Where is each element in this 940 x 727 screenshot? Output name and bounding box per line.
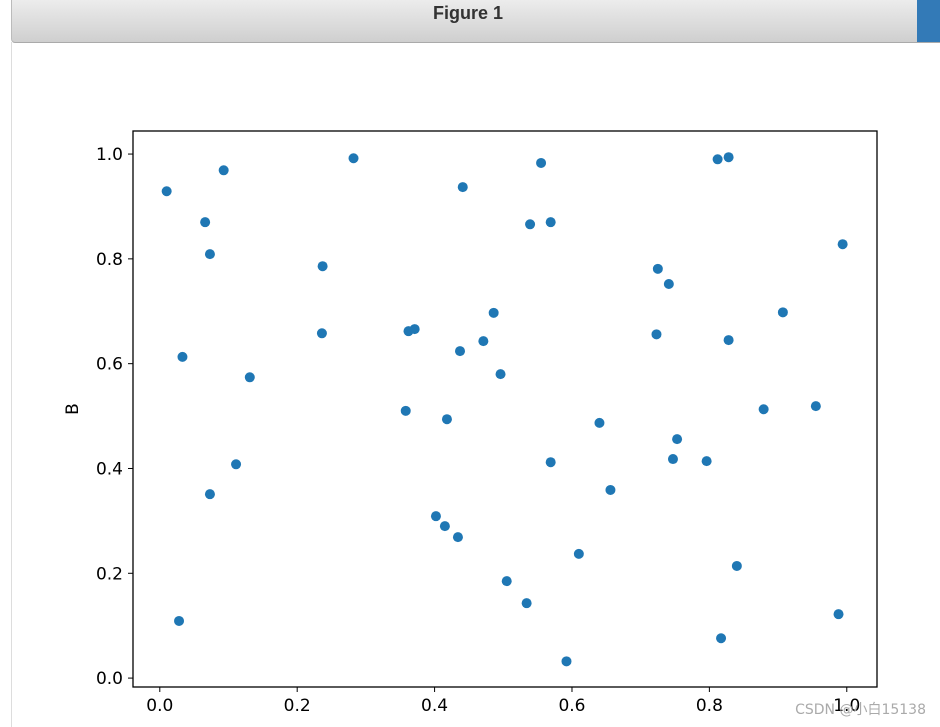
point bbox=[594, 417, 605, 428]
point bbox=[723, 335, 734, 346]
point bbox=[723, 152, 734, 163]
point bbox=[536, 157, 547, 168]
y-tick-label: 0.0 bbox=[96, 669, 123, 689]
point bbox=[545, 457, 556, 468]
y-tick-label: 0.8 bbox=[96, 250, 123, 270]
point bbox=[457, 182, 468, 193]
x-tick-label: 0.6 bbox=[558, 696, 585, 716]
window-edge bbox=[11, 42, 12, 727]
y-tick-label: 0.6 bbox=[96, 355, 123, 375]
point bbox=[441, 414, 452, 425]
point bbox=[521, 598, 532, 609]
point bbox=[174, 615, 185, 626]
x-tick-label: 1.0 bbox=[833, 696, 860, 716]
y-axis-label: B bbox=[63, 403, 83, 415]
y-tick-label: 1.0 bbox=[96, 145, 123, 165]
point bbox=[244, 372, 255, 383]
point bbox=[833, 609, 844, 620]
point bbox=[204, 249, 215, 260]
point bbox=[204, 489, 215, 500]
point bbox=[430, 511, 441, 522]
watermark: CSDN @小白15138 bbox=[795, 702, 926, 718]
point bbox=[409, 324, 420, 335]
point bbox=[651, 329, 662, 340]
window-button[interactable] bbox=[917, 0, 940, 42]
point bbox=[731, 560, 742, 571]
y-tick-label: 0.2 bbox=[96, 564, 123, 584]
point bbox=[837, 239, 848, 250]
point bbox=[317, 261, 328, 272]
window-title: Figure 1 bbox=[432, 3, 503, 23]
point bbox=[605, 484, 616, 495]
point bbox=[218, 165, 229, 176]
point bbox=[758, 404, 769, 415]
point bbox=[316, 328, 327, 339]
x-tick-label: 0.2 bbox=[284, 696, 311, 716]
point bbox=[545, 217, 556, 228]
point bbox=[672, 434, 683, 445]
point bbox=[348, 153, 359, 164]
point bbox=[701, 456, 712, 467]
point bbox=[525, 219, 536, 230]
point bbox=[495, 369, 506, 380]
point bbox=[663, 279, 674, 290]
window-title-bar: Figure 1 bbox=[11, 0, 940, 43]
y-tick-label: 0.4 bbox=[96, 459, 123, 479]
point bbox=[439, 521, 450, 532]
point bbox=[200, 217, 211, 228]
point bbox=[652, 263, 663, 274]
x-tick-label: 0.0 bbox=[146, 696, 173, 716]
point bbox=[231, 459, 242, 470]
point bbox=[810, 401, 821, 412]
point bbox=[452, 532, 463, 543]
point bbox=[161, 186, 172, 197]
x-tick-label: 0.4 bbox=[421, 696, 448, 716]
point bbox=[716, 633, 727, 644]
point bbox=[501, 576, 512, 587]
x-tick-label: 0.8 bbox=[696, 696, 723, 716]
point bbox=[488, 307, 499, 318]
point bbox=[400, 405, 411, 416]
point bbox=[777, 307, 788, 318]
point bbox=[712, 154, 723, 165]
point bbox=[177, 351, 188, 362]
point bbox=[667, 454, 678, 465]
point bbox=[478, 336, 489, 347]
point bbox=[455, 346, 466, 357]
plot-frame bbox=[132, 130, 878, 688]
point bbox=[561, 656, 572, 667]
point bbox=[573, 548, 584, 559]
